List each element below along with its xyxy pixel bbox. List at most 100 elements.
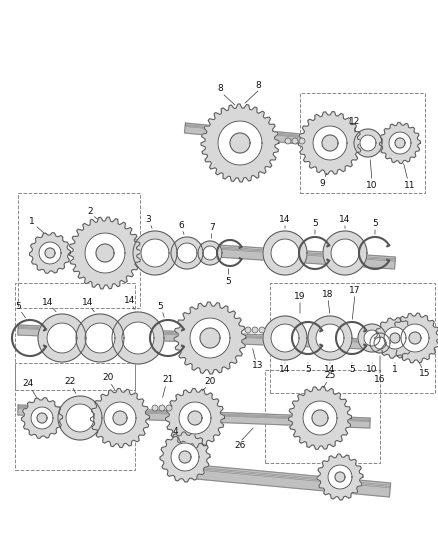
- Text: 3: 3: [145, 214, 151, 223]
- Polygon shape: [177, 243, 197, 263]
- Polygon shape: [316, 454, 362, 500]
- Polygon shape: [389, 333, 399, 343]
- Polygon shape: [230, 133, 249, 153]
- Text: 5: 5: [225, 277, 230, 286]
- Text: 10: 10: [365, 366, 377, 375]
- Polygon shape: [262, 316, 306, 360]
- Polygon shape: [90, 389, 149, 448]
- Polygon shape: [184, 123, 395, 153]
- Polygon shape: [359, 135, 375, 151]
- Polygon shape: [388, 132, 410, 154]
- Circle shape: [152, 405, 158, 411]
- Polygon shape: [29, 232, 71, 273]
- Polygon shape: [38, 314, 86, 362]
- Text: 5: 5: [304, 366, 310, 375]
- Polygon shape: [104, 402, 136, 434]
- Text: 14: 14: [42, 297, 53, 306]
- Polygon shape: [21, 398, 62, 438]
- Text: 17: 17: [349, 286, 360, 295]
- Circle shape: [258, 327, 265, 333]
- Polygon shape: [200, 328, 219, 348]
- Polygon shape: [363, 330, 379, 346]
- Polygon shape: [315, 324, 343, 352]
- Circle shape: [291, 138, 297, 144]
- Polygon shape: [311, 410, 327, 426]
- Polygon shape: [312, 126, 346, 160]
- Text: 14: 14: [279, 366, 290, 375]
- Polygon shape: [187, 411, 201, 425]
- Text: 4: 4: [172, 426, 177, 435]
- Polygon shape: [330, 239, 358, 267]
- Polygon shape: [96, 244, 114, 262]
- Polygon shape: [113, 411, 127, 425]
- Polygon shape: [18, 405, 369, 428]
- Polygon shape: [47, 323, 77, 353]
- Polygon shape: [141, 239, 169, 267]
- Text: 20: 20: [204, 377, 215, 386]
- Polygon shape: [39, 242, 61, 264]
- Text: 1: 1: [391, 366, 397, 375]
- Polygon shape: [85, 233, 125, 273]
- Circle shape: [244, 327, 251, 333]
- Polygon shape: [322, 231, 366, 275]
- Circle shape: [166, 405, 172, 411]
- Polygon shape: [202, 246, 216, 260]
- Polygon shape: [389, 313, 438, 363]
- Text: 5: 5: [311, 219, 317, 228]
- Polygon shape: [37, 413, 47, 423]
- Text: 13: 13: [252, 361, 263, 370]
- Polygon shape: [58, 396, 102, 440]
- Polygon shape: [171, 237, 202, 269]
- Polygon shape: [18, 325, 414, 351]
- Text: 21: 21: [162, 376, 173, 384]
- Polygon shape: [270, 239, 298, 267]
- Polygon shape: [99, 237, 395, 269]
- Text: 19: 19: [293, 292, 305, 301]
- Circle shape: [284, 138, 290, 144]
- Text: 9: 9: [318, 179, 324, 188]
- Polygon shape: [179, 402, 211, 434]
- Polygon shape: [31, 407, 53, 429]
- Text: 14: 14: [124, 295, 135, 304]
- Polygon shape: [173, 302, 245, 374]
- Polygon shape: [270, 324, 298, 352]
- Text: 5: 5: [371, 219, 377, 228]
- Polygon shape: [179, 451, 191, 463]
- Polygon shape: [85, 323, 115, 353]
- Polygon shape: [201, 104, 279, 182]
- Polygon shape: [45, 248, 55, 258]
- Polygon shape: [408, 332, 420, 344]
- Polygon shape: [383, 327, 405, 349]
- Text: 14: 14: [339, 214, 350, 223]
- Text: 15: 15: [418, 369, 430, 378]
- Polygon shape: [69, 217, 141, 289]
- Polygon shape: [378, 123, 420, 164]
- Polygon shape: [394, 138, 404, 148]
- Text: 8: 8: [254, 80, 260, 90]
- Polygon shape: [171, 443, 198, 471]
- Polygon shape: [112, 312, 164, 364]
- Polygon shape: [66, 404, 94, 432]
- Text: 5: 5: [157, 302, 162, 311]
- Text: 26: 26: [234, 441, 245, 450]
- Text: 14: 14: [82, 297, 93, 306]
- Polygon shape: [262, 231, 306, 275]
- Polygon shape: [357, 324, 385, 352]
- Polygon shape: [288, 386, 351, 449]
- Text: 16: 16: [374, 376, 385, 384]
- Polygon shape: [369, 333, 389, 353]
- Polygon shape: [334, 472, 344, 482]
- Polygon shape: [373, 337, 385, 349]
- Circle shape: [251, 327, 258, 333]
- Polygon shape: [307, 316, 351, 360]
- Text: 12: 12: [349, 117, 360, 125]
- Polygon shape: [159, 432, 209, 482]
- Text: 2: 2: [87, 206, 92, 215]
- Text: 10: 10: [365, 181, 377, 190]
- Polygon shape: [400, 324, 428, 352]
- Polygon shape: [302, 401, 336, 435]
- Polygon shape: [198, 241, 222, 265]
- Text: 5: 5: [348, 366, 354, 375]
- Text: 25: 25: [324, 372, 335, 381]
- Text: 8: 8: [217, 84, 223, 93]
